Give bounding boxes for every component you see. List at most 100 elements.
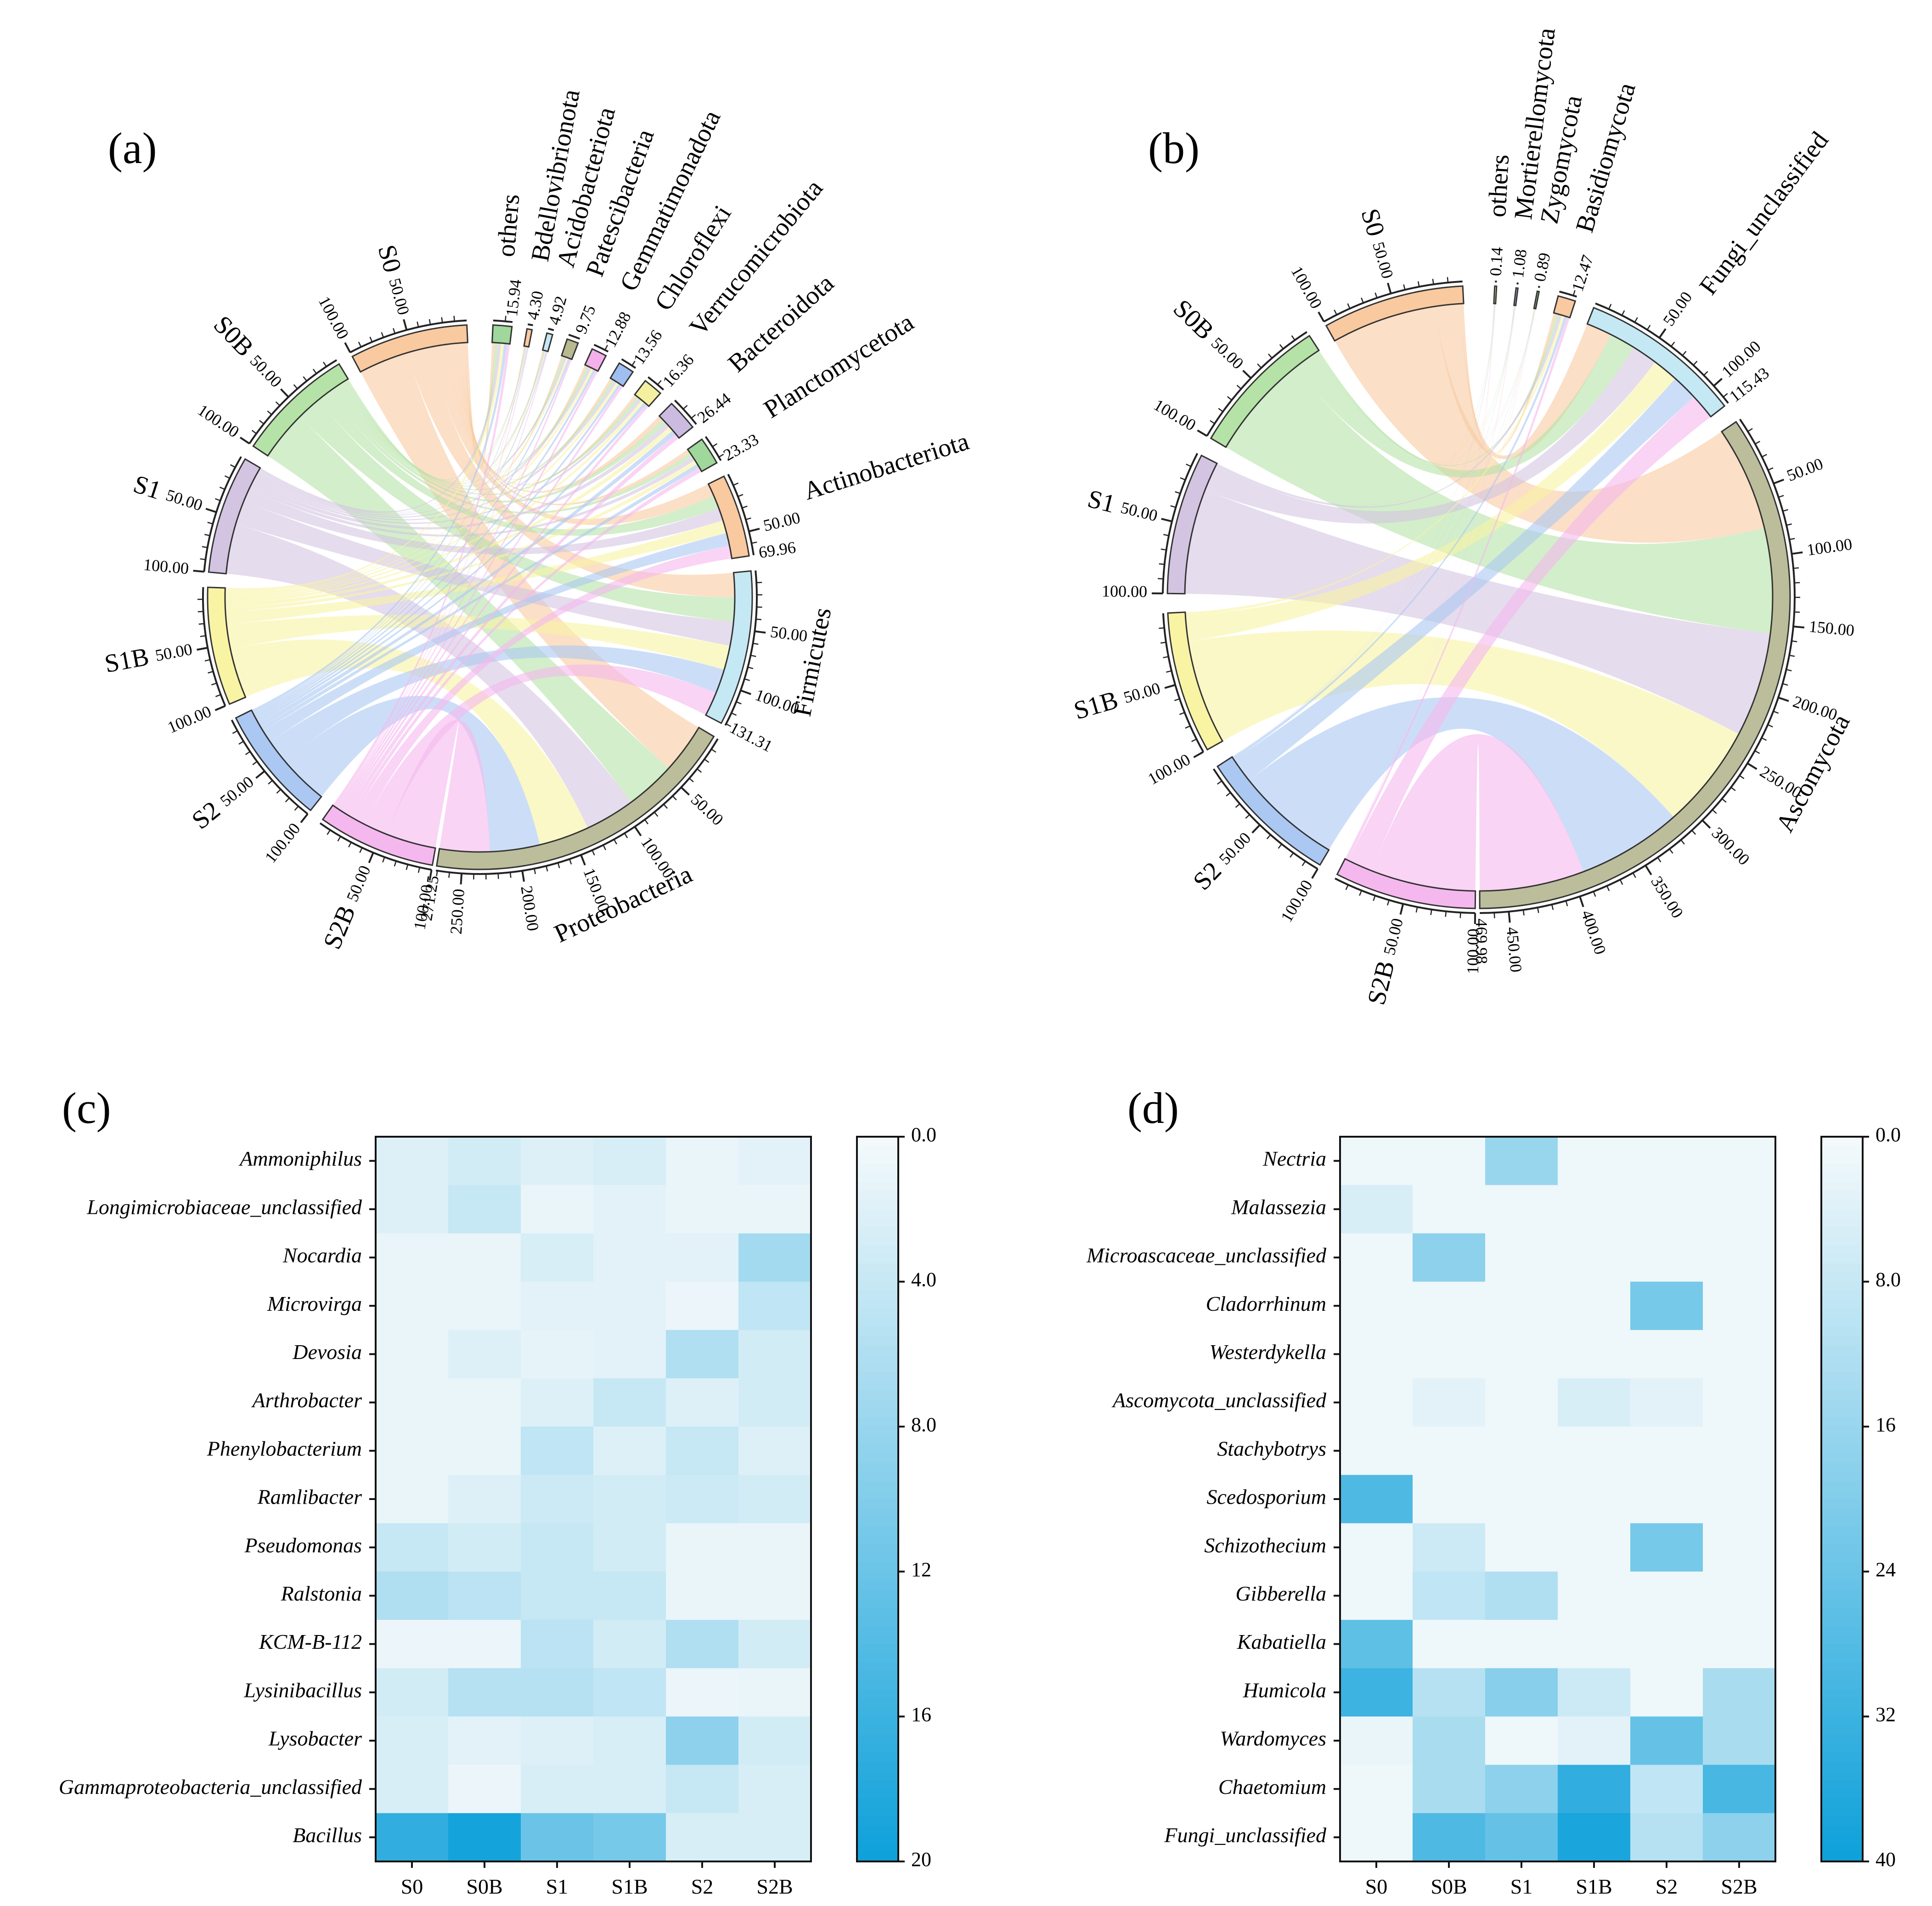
chord-tick-mark-s1-1 [193,570,204,573]
heatmap-cell-gibberella-s2b [1703,1571,1776,1620]
colorbar-step [1821,1780,1863,1790]
chord-tick-mark-s2-1 [1311,868,1318,879]
chord-minor-tick-proteobacteria [569,859,572,865]
heatmap-cell-arthrobacter-s2b [738,1378,811,1427]
chord-axis-chloroflexi [621,358,636,369]
chord-tick-label-s0-1: 100.00 [1287,263,1325,312]
colorbar-step [1821,1137,1863,1146]
heatmap-row-label-ramlibacter: Ramlibacter [257,1485,362,1509]
colorbar-step [857,1145,898,1156]
heatmap-cell-kcm-b-112-s0b [448,1620,521,1669]
chord-axis-s0b [1206,331,1307,437]
heatmap-row-label-nocardia: Nocardia [282,1244,362,1267]
chord-minor-tick-firmicutes [756,581,762,583]
heatmap-cell-ramlibacter-s2 [666,1475,739,1524]
chord-minor-tick-s1 [224,475,230,479]
chord-minor-tick-planctomycetota [718,454,724,458]
chord-axis-basidiomycota [1559,290,1577,298]
chord-minor-tick-s0b [1246,374,1251,379]
chord-minor-tick-ascomycota [1773,481,1779,484]
colorbar-step [1821,1145,1863,1156]
chord-minor-tick-fungi-unclassified [1659,333,1663,338]
chord-minor-tick-s0 [1374,292,1378,299]
chord-segment-fungi-unclassified [1586,306,1726,418]
chord-diagram-fungi: 0.14others1.08Mortierellomycota0.89Zygom… [1071,26,1856,1008]
chord-ribbons [225,342,735,852]
heatmap-cell-arthrobacter-s0 [376,1378,449,1427]
chord-minor-tick-ascomycota [1761,737,1767,741]
heatmap-cell-fungi-unclassified-s2 [1630,1813,1703,1862]
colorbar-tick-label: 4.0 [911,1269,936,1291]
heatmap-cell-cladorrhinum-s1 [1485,1281,1558,1331]
chord-name-label-s2: S2 [1188,857,1227,896]
colorbar-step [1821,1707,1863,1717]
colorbar-step [1821,1336,1863,1346]
chord-axis-s2 [1212,768,1318,870]
colorbar-step [1821,1726,1863,1735]
heatmap-cell-ramlibacter-s1b [593,1475,666,1524]
chord-minor-tick-s2b [1359,890,1362,896]
chord-axis-bacteroidota [674,400,697,425]
heatmap-cell-malassezia-s0b [1413,1185,1486,1234]
colorbar-step [857,1698,898,1708]
heatmap-col-label-s1: S1 [1510,1875,1533,1898]
heatmap-cell-longimicrobiaceae-unclassified-s2 [666,1185,739,1234]
chord-minor-tick-s1b [1163,656,1169,659]
colorbar-step [1821,1281,1863,1291]
heatmap-cell-microvirga-s1b [593,1281,666,1331]
heatmap-cell-ralstonia-s1b [593,1571,666,1620]
chord-minor-tick-ascomycota [1791,553,1797,555]
colorbar-step [1821,1427,1863,1436]
chord-tick-label-s0-1: 100.00 [315,293,353,342]
chord-total-label-verrucomicrobiota: 16.36 [659,350,698,390]
chord-segment-planctomycetota [687,438,718,473]
heatmap-row-label-lysobacter: Lysobacter [268,1727,362,1750]
chord-minor-tick-ascomycota [1606,885,1610,891]
heatmap-row-label-scedosporium: Scedosporium [1206,1485,1326,1509]
chord-axis-s1 [203,456,242,572]
colorbar-step [857,1562,898,1572]
chord-minor-tick-s2b [1430,909,1432,915]
heatmap-cell-lysinibacillus-s0 [376,1668,449,1717]
chord-name-label-s0: S0 [1355,205,1390,239]
chord-minor-tick-ascomycota [1493,913,1495,919]
chord-minor-tick-ascomycota [1778,697,1784,700]
chord-minor-tick-fungi-unclassified [1634,317,1638,323]
colorbar-step [857,1671,898,1681]
colorbar-step [1821,1363,1863,1373]
chord-minor-tick-s0b [312,368,317,374]
colorbar-step [1821,1164,1863,1173]
colorbar-step [1821,1399,1863,1409]
chord-minor-tick-s0b [323,361,327,367]
chord-tick-label-s1-0: 50.00 [1119,498,1159,525]
chord-minor-tick-s2 [1256,824,1261,829]
heatmap-cell-nectria-s0 [1340,1137,1413,1185]
heatmap-cell-westerdykella-s2 [1630,1330,1703,1379]
heatmap-cell-devosia-s1 [521,1330,594,1379]
chord-tick-label-s1b-0: 50.00 [154,640,194,665]
chord-minor-tick-actinobacteriota [733,482,739,486]
colorbar-step [1821,1200,1863,1210]
colorbar-frame [1820,1136,1864,1862]
chord-tick-mark-s0-1 [1318,311,1325,322]
chord-minor-tick-s2 [1290,852,1294,858]
heatmap-cell-bacillus-s2b [738,1813,811,1862]
chord-minor-tick-s2 [294,806,299,811]
chord-minor-tick-s0b [259,420,265,425]
heatmap-row-label-arthrobacter: Arthrobacter [251,1388,363,1412]
colorbar-tick-label: 20 [911,1848,931,1871]
heatmap-cell-wardomyces-s0b [1413,1716,1486,1765]
heatmap-cell-microascaceae-unclassified-s1b [1558,1233,1631,1282]
heatmap-row-label-nectria: Nectria [1262,1147,1326,1170]
chord-minor-tick-firmicutes [740,690,746,693]
chord-minor-tick-s0 [453,316,455,321]
chord-tick-label-ascomycota-7: 400.00 [1578,908,1610,957]
heatmap-cell-pseudomonas-s2 [666,1523,739,1572]
colorbar-step [1821,1327,1863,1336]
chord-minor-tick-firmicutes [731,712,737,716]
colorbar-step [857,1263,898,1273]
chord-minor-tick-s2b [1459,912,1461,918]
heatmap-cell-phenylobacterium-s1 [521,1427,594,1475]
heatmap-cell-stachybotrys-s1 [1485,1427,1558,1475]
colorbar-step [1821,1816,1863,1826]
